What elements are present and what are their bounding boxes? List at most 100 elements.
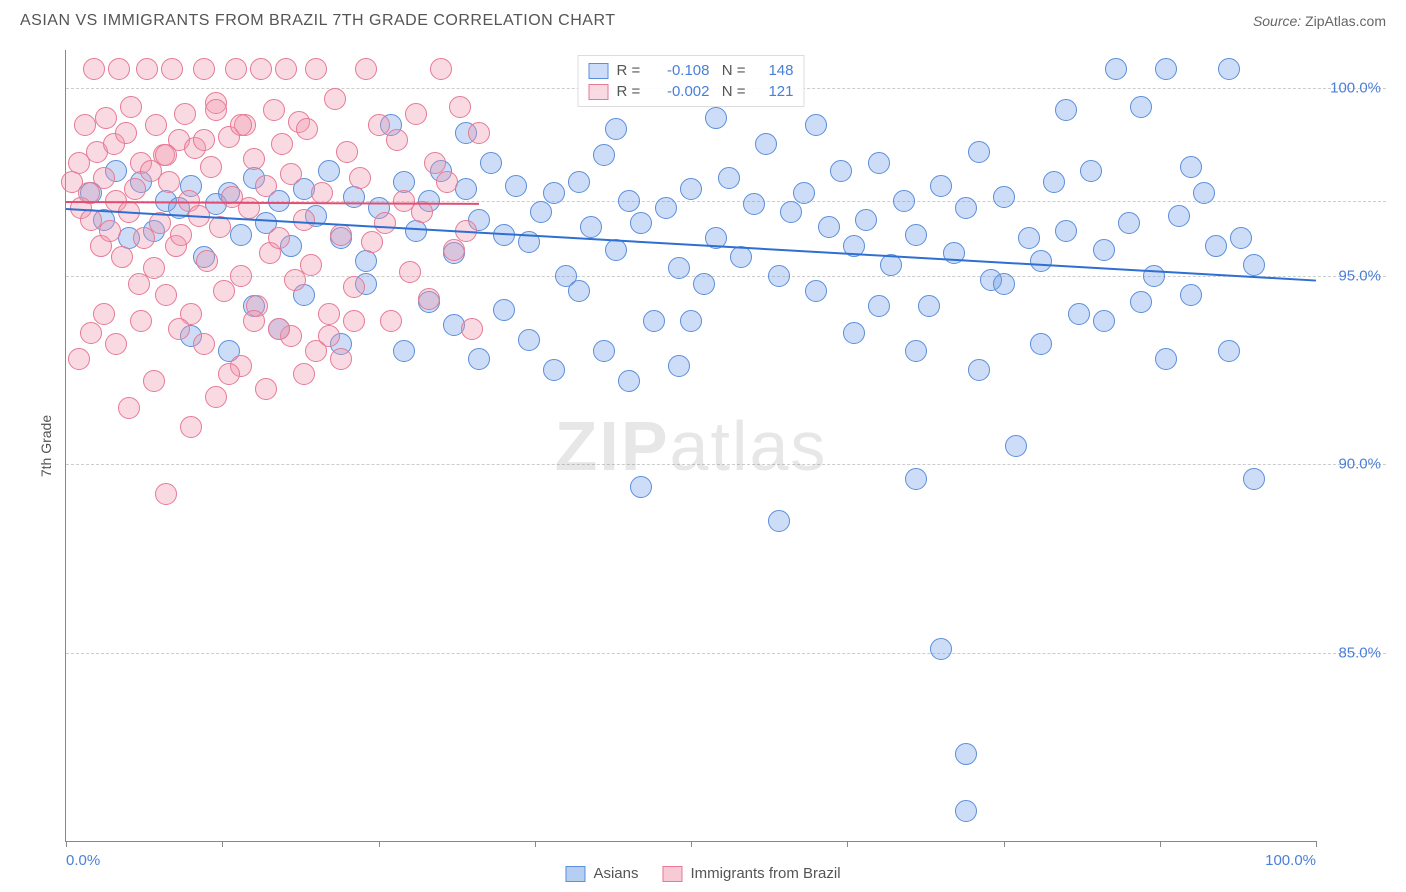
data-point	[180, 416, 202, 438]
data-point	[161, 58, 183, 80]
data-point	[430, 58, 452, 80]
legend-swatch	[589, 84, 609, 100]
stat-n-value: 121	[754, 83, 794, 100]
legend-label: Immigrants from Brazil	[691, 865, 841, 882]
legend-series: Asians Immigrants from Brazil	[565, 865, 840, 882]
data-point	[568, 171, 590, 193]
gridline-h	[66, 276, 1386, 277]
stat-r-label: R =	[617, 83, 647, 100]
source-label: Source:	[1253, 13, 1301, 29]
data-point	[268, 227, 290, 249]
data-point	[374, 212, 396, 234]
data-point	[518, 329, 540, 351]
chart-source: Source: ZipAtlas.com	[1253, 13, 1386, 29]
data-point	[155, 284, 177, 306]
legend-item: Asians	[565, 865, 638, 882]
data-point	[405, 103, 427, 125]
watermark-light: atlas	[670, 407, 828, 485]
data-point	[843, 322, 865, 344]
legend-stat-row: R =-0.002N =121	[589, 81, 794, 102]
data-point	[905, 340, 927, 362]
data-point	[1018, 227, 1040, 249]
data-point	[120, 96, 142, 118]
data-point	[805, 280, 827, 302]
data-point	[530, 201, 552, 223]
data-point	[618, 190, 640, 212]
data-point	[443, 239, 465, 261]
data-point	[296, 118, 318, 140]
data-point	[330, 348, 352, 370]
data-point	[336, 141, 358, 163]
data-point	[271, 133, 293, 155]
data-point	[108, 58, 130, 80]
gridline-h	[66, 653, 1386, 654]
data-point	[93, 167, 115, 189]
data-point	[768, 265, 790, 287]
data-point	[1168, 205, 1190, 227]
data-point	[868, 152, 890, 174]
data-point	[263, 99, 285, 121]
data-point	[830, 160, 852, 182]
legend-stat-row: R =-0.108N =148	[589, 60, 794, 81]
data-point	[80, 322, 102, 344]
stat-n-value: 148	[754, 62, 794, 79]
data-point	[83, 58, 105, 80]
data-point	[605, 118, 627, 140]
data-point	[918, 295, 940, 317]
data-point	[143, 370, 165, 392]
data-point	[668, 355, 690, 377]
data-point	[311, 182, 333, 204]
chart-title: ASIAN VS IMMIGRANTS FROM BRAZIL 7TH GRAD…	[20, 12, 616, 30]
data-point	[1143, 265, 1165, 287]
data-point	[893, 190, 915, 212]
data-point	[111, 246, 133, 268]
data-point	[1230, 227, 1252, 249]
data-point	[768, 510, 790, 532]
ytick-label: 95.0%	[1338, 268, 1381, 285]
data-point	[630, 212, 652, 234]
data-point	[1218, 340, 1240, 362]
data-point	[399, 261, 421, 283]
data-point	[305, 58, 327, 80]
data-point	[993, 273, 1015, 295]
data-point	[1093, 310, 1115, 332]
data-point	[68, 348, 90, 370]
data-point	[436, 171, 458, 193]
data-point	[93, 303, 115, 325]
data-point	[405, 220, 427, 242]
legend-swatch	[565, 866, 585, 882]
y-axis-label: 7th Grade	[38, 415, 54, 477]
ytick-label: 90.0%	[1338, 456, 1381, 473]
data-point	[618, 370, 640, 392]
xtick	[535, 841, 536, 847]
data-point	[193, 58, 215, 80]
data-point	[968, 141, 990, 163]
data-point	[305, 340, 327, 362]
data-point	[1180, 284, 1202, 306]
legend-stats: R =-0.108N =148R =-0.002N =121	[578, 55, 805, 107]
data-point	[324, 88, 346, 110]
data-point	[361, 231, 383, 253]
stat-r-label: R =	[617, 62, 647, 79]
data-point	[1180, 156, 1202, 178]
data-point	[243, 148, 265, 170]
plot-region: ZIPatlas R =-0.108N =148R =-0.002N =121 …	[65, 50, 1316, 842]
data-point	[1093, 239, 1115, 261]
data-point	[280, 163, 302, 185]
data-point	[593, 144, 615, 166]
ytick-label: 85.0%	[1338, 644, 1381, 661]
xtick	[66, 841, 67, 847]
data-point	[1218, 58, 1240, 80]
data-point	[968, 359, 990, 381]
data-point	[255, 378, 277, 400]
data-point	[115, 122, 137, 144]
data-point	[930, 175, 952, 197]
data-point	[130, 310, 152, 332]
data-point	[230, 224, 252, 246]
data-point	[593, 340, 615, 362]
stat-r-value: -0.002	[655, 83, 710, 100]
data-point	[355, 58, 377, 80]
legend-item: Immigrants from Brazil	[663, 865, 841, 882]
data-point	[1205, 235, 1227, 257]
data-point	[143, 257, 165, 279]
